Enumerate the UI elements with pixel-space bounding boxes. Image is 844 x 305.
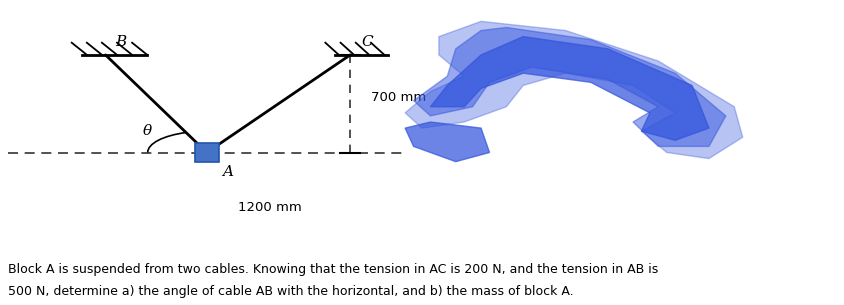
Text: θ: θ — [143, 124, 152, 138]
Text: 500 N, determine a) the angle of cable AB with the horizontal, and b) the mass o: 500 N, determine a) the angle of cable A… — [8, 285, 574, 298]
Polygon shape — [414, 27, 726, 146]
Text: 1200 mm: 1200 mm — [238, 201, 302, 214]
Text: B: B — [116, 35, 127, 49]
Polygon shape — [405, 21, 743, 159]
Polygon shape — [430, 37, 709, 140]
Text: C: C — [361, 35, 373, 49]
Text: A: A — [222, 165, 233, 179]
Text: Block A is suspended from two cables. Knowing that the tension in AC is 200 N, a: Block A is suspended from two cables. Kn… — [8, 264, 658, 276]
Text: 700 mm: 700 mm — [371, 91, 426, 104]
Polygon shape — [405, 122, 490, 162]
Bar — [195, 143, 219, 162]
